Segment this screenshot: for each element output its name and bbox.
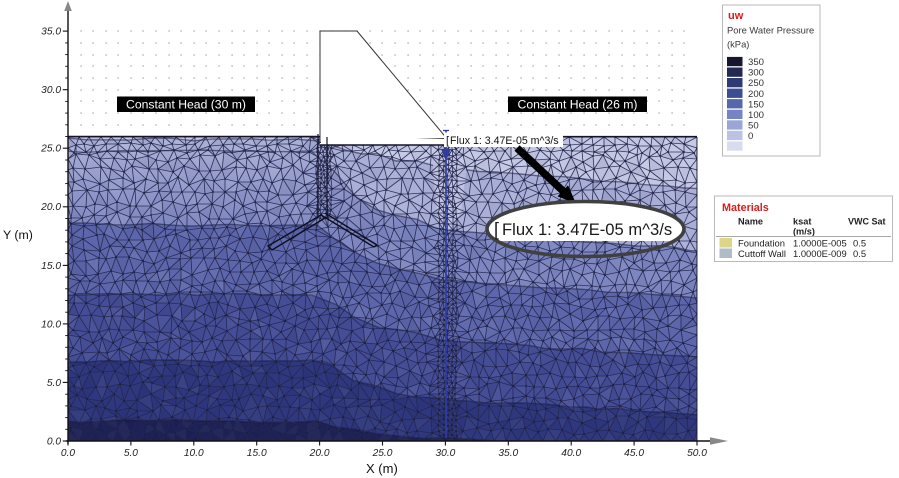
svg-text:(kPa): (kPa) [727,39,749,50]
svg-text:250: 250 [748,78,764,89]
svg-text:10.0: 10.0 [184,448,204,459]
svg-text:40.0: 40.0 [561,448,581,459]
svg-text:Flux 1: 3.47E-05 m^3/s: Flux 1: 3.47E-05 m^3/s [502,220,672,239]
svg-text:[: [ [494,220,499,240]
svg-text:25.0: 25.0 [372,448,393,459]
svg-text:5.0: 5.0 [124,448,138,459]
svg-text:Pore Water Pressure: Pore Water Pressure [727,25,814,36]
svg-text:0.0: 0.0 [61,448,75,459]
svg-text:X (m): X (m) [366,461,398,476]
svg-text:1.0000E-005: 1.0000E-005 [793,238,847,249]
svg-text:Y (m): Y (m) [3,228,33,242]
svg-text:50: 50 [748,121,759,132]
svg-text:[: [ [446,135,449,147]
svg-text:1.0000E-009: 1.0000E-009 [793,248,847,259]
svg-text:VWC Sat: VWC Sat [848,217,886,227]
svg-text:0.5: 0.5 [853,248,866,259]
svg-text:20.0: 20.0 [309,448,330,459]
svg-text:Name: Name [738,217,763,227]
svg-text:20.0: 20.0 [40,202,61,213]
svg-text:(m/s): (m/s) [793,227,815,237]
svg-text:ksat: ksat [793,217,811,227]
svg-text:30.0: 30.0 [41,85,61,96]
svg-text:35.0: 35.0 [498,448,518,459]
svg-text:Constant Head (26 m): Constant Head (26 m) [518,98,638,112]
svg-text:0: 0 [748,131,753,142]
svg-text:Foundation: Foundation [738,238,785,249]
svg-text:15.0: 15.0 [41,261,61,272]
svg-text:150: 150 [748,99,764,110]
svg-text:0.5: 0.5 [853,238,866,249]
svg-text:15.0: 15.0 [247,448,267,459]
svg-text:350: 350 [748,57,764,68]
svg-text:100: 100 [748,110,764,121]
svg-text:0.0: 0.0 [47,436,61,447]
svg-text:10.0: 10.0 [41,319,61,330]
svg-text:50.0: 50.0 [687,448,707,459]
svg-text:300: 300 [748,68,764,79]
svg-text:35.0: 35.0 [41,27,61,38]
svg-text:45.0: 45.0 [624,448,644,459]
svg-text:25.0: 25.0 [40,144,61,155]
svg-text:Cuttoff Wall: Cuttoff Wall [738,248,786,259]
svg-text:30.0: 30.0 [435,448,455,459]
svg-text:5.0: 5.0 [47,378,61,389]
svg-text:Flux 1: 3.47E-05 m^3/s: Flux 1: 3.47E-05 m^3/s [450,135,559,147]
svg-text:200: 200 [748,89,764,100]
svg-text:Constant Head (30 m): Constant Head (30 m) [126,98,246,112]
svg-text:uw: uw [728,10,744,22]
svg-text:Materials: Materials [722,202,769,214]
